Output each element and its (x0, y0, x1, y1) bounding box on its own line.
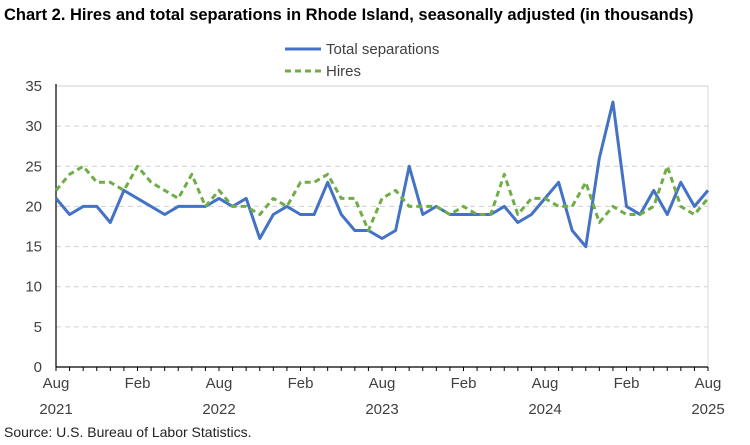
source-note: Source: U.S. Bureau of Labor Statistics. (4, 424, 252, 440)
y-tick-label: 15 (25, 239, 42, 256)
legend-label-hires: Hires (326, 63, 361, 80)
x-tick-label-month: Aug (206, 375, 233, 392)
x-tick-label-year: 2025 (691, 401, 724, 418)
x-tick-label-month: Feb (125, 375, 151, 392)
legend: Total separations Hires (285, 41, 439, 80)
x-tick-label-month: Feb (451, 375, 477, 392)
y-tick-label: 5 (34, 319, 42, 336)
x-tick-label-year: 2023 (365, 401, 398, 418)
y-tick-labels: 0 5 10 15 20 25 30 35 (25, 78, 42, 376)
x-tick-label-year: 2022 (202, 401, 235, 418)
x-tick-label-month: Aug (695, 375, 722, 392)
x-tick-label-month: Aug (369, 375, 396, 392)
y-tick-label: 20 (25, 198, 42, 215)
x-tick-label-month: Aug (532, 375, 559, 392)
hires-line (54, 164, 710, 232)
x-tick-label-year: 2024 (528, 401, 561, 418)
legend-label-separations: Total separations (326, 41, 439, 58)
y-tick-label: 30 (25, 118, 42, 135)
x-tick-labels: Aug 2021 Feb Aug 2022 Feb Aug 2023 Feb Aug 2024 Feb… (39, 375, 724, 418)
separations-line (54, 100, 710, 249)
x-tick-label-month: Feb (614, 375, 640, 392)
x-tick-label-year: 2021 (39, 401, 72, 418)
x-tick-label-month: Aug (43, 375, 70, 392)
y-tick-label: 0 (34, 359, 42, 376)
x-tick-label-month: Feb (288, 375, 314, 392)
y-tick-label: 25 (25, 158, 42, 175)
chart-title: Chart 2. Hires and total separations in … (4, 6, 694, 24)
axes (55, 84, 709, 371)
y-tick-label: 10 (25, 279, 42, 296)
series-lines (54, 100, 710, 249)
gridlines (56, 85, 708, 328)
y-tick-label: 35 (25, 78, 42, 95)
